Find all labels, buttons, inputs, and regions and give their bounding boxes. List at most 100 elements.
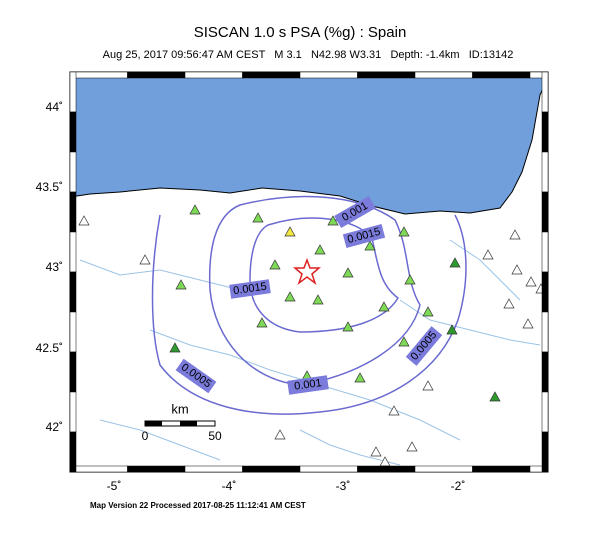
station bbox=[284, 291, 296, 302]
latitude-label: 42.5˚ bbox=[36, 341, 63, 355]
station bbox=[404, 274, 416, 285]
station bbox=[169, 342, 181, 353]
latitude-label: 43.5˚ bbox=[36, 180, 63, 194]
border-band bbox=[541, 431, 549, 473]
border-band bbox=[541, 311, 549, 353]
border-band bbox=[69, 391, 77, 433]
longitude-label: -2˚ bbox=[451, 479, 466, 493]
latitude-label: 42˚ bbox=[46, 420, 63, 434]
station bbox=[489, 391, 501, 402]
border-band bbox=[299, 71, 358, 79]
border-band bbox=[242, 71, 301, 79]
station bbox=[398, 336, 410, 347]
station bbox=[354, 372, 366, 383]
station bbox=[449, 257, 461, 268]
station bbox=[446, 324, 458, 335]
border-band bbox=[69, 71, 128, 79]
scale-unit: km bbox=[171, 401, 188, 416]
border-band bbox=[69, 351, 77, 393]
longitude-label: -3˚ bbox=[336, 479, 351, 493]
border-band bbox=[184, 465, 243, 473]
longitude-label: -5˚ bbox=[107, 479, 122, 493]
contour-label-box bbox=[342, 224, 386, 248]
border-band bbox=[69, 431, 77, 473]
station bbox=[269, 259, 281, 270]
sea bbox=[69, 71, 549, 215]
contour-line bbox=[249, 217, 399, 333]
station bbox=[378, 301, 390, 312]
river bbox=[299, 429, 401, 466]
border-band bbox=[541, 271, 549, 313]
border-band bbox=[69, 465, 128, 473]
station bbox=[509, 229, 521, 240]
station bbox=[312, 294, 324, 305]
river bbox=[149, 329, 461, 441]
contour-label-text: 0.001 bbox=[294, 377, 323, 393]
station bbox=[189, 204, 201, 215]
river bbox=[399, 299, 541, 346]
station bbox=[503, 298, 515, 309]
station bbox=[388, 405, 400, 416]
latitude-label: 43˚ bbox=[46, 260, 63, 274]
station bbox=[525, 276, 537, 287]
map-subtitle: Aug 25, 2017 09:56:47 AM CEST M 3.1 N42.… bbox=[103, 49, 514, 61]
contour-label-box bbox=[405, 326, 443, 366]
contour-label-box bbox=[175, 358, 217, 394]
station bbox=[327, 215, 339, 226]
footer-note: Map Version 22 Processed 2017-08-25 11:1… bbox=[90, 501, 306, 510]
border-band bbox=[127, 71, 186, 79]
border-band bbox=[541, 111, 549, 153]
river bbox=[99, 419, 221, 461]
station bbox=[370, 446, 382, 457]
station bbox=[482, 249, 494, 260]
scale-label: 50 bbox=[208, 429, 222, 443]
contour-line bbox=[151, 214, 467, 415]
station bbox=[342, 321, 354, 332]
border-band bbox=[472, 71, 531, 79]
border-band bbox=[69, 311, 77, 353]
station bbox=[314, 244, 326, 255]
frame-border bbox=[69, 71, 549, 473]
station bbox=[398, 226, 410, 237]
longitude-label: -4˚ bbox=[222, 479, 237, 493]
border-band bbox=[184, 71, 243, 79]
border-band bbox=[127, 465, 186, 473]
station bbox=[522, 318, 534, 329]
border-band bbox=[357, 71, 416, 79]
border-band bbox=[541, 351, 549, 393]
border-band bbox=[69, 111, 77, 153]
contour-label-box bbox=[229, 279, 271, 299]
border-band bbox=[414, 71, 473, 79]
contour-label: 0.001 bbox=[287, 375, 329, 395]
border-band bbox=[357, 465, 416, 473]
border-band bbox=[414, 465, 473, 473]
scale-bar: km 0 50 bbox=[142, 401, 222, 443]
station bbox=[422, 380, 434, 391]
contour-label-box bbox=[334, 195, 376, 229]
map-title: SISCAN 1.0 s PSA (%g) : Spain bbox=[194, 24, 407, 41]
station bbox=[406, 441, 418, 452]
latitude-label: 44˚ bbox=[46, 100, 63, 114]
station bbox=[139, 254, 151, 265]
station bbox=[252, 212, 264, 223]
station bbox=[175, 279, 187, 290]
border-band bbox=[541, 151, 549, 193]
border-band bbox=[541, 231, 549, 273]
station bbox=[284, 226, 296, 237]
border-band bbox=[69, 231, 77, 273]
border-band bbox=[299, 465, 358, 473]
station bbox=[364, 240, 376, 251]
border-band bbox=[541, 191, 549, 233]
border-band bbox=[69, 271, 77, 313]
scale-label: 0 bbox=[142, 429, 149, 443]
station bbox=[256, 317, 268, 328]
scale-bar-segment bbox=[145, 421, 162, 426]
border-band bbox=[472, 465, 531, 473]
border-band bbox=[242, 465, 301, 473]
border-band bbox=[541, 71, 549, 113]
scale-bar-segment bbox=[180, 421, 197, 426]
river bbox=[79, 259, 241, 291]
epicenter bbox=[292, 257, 322, 286]
